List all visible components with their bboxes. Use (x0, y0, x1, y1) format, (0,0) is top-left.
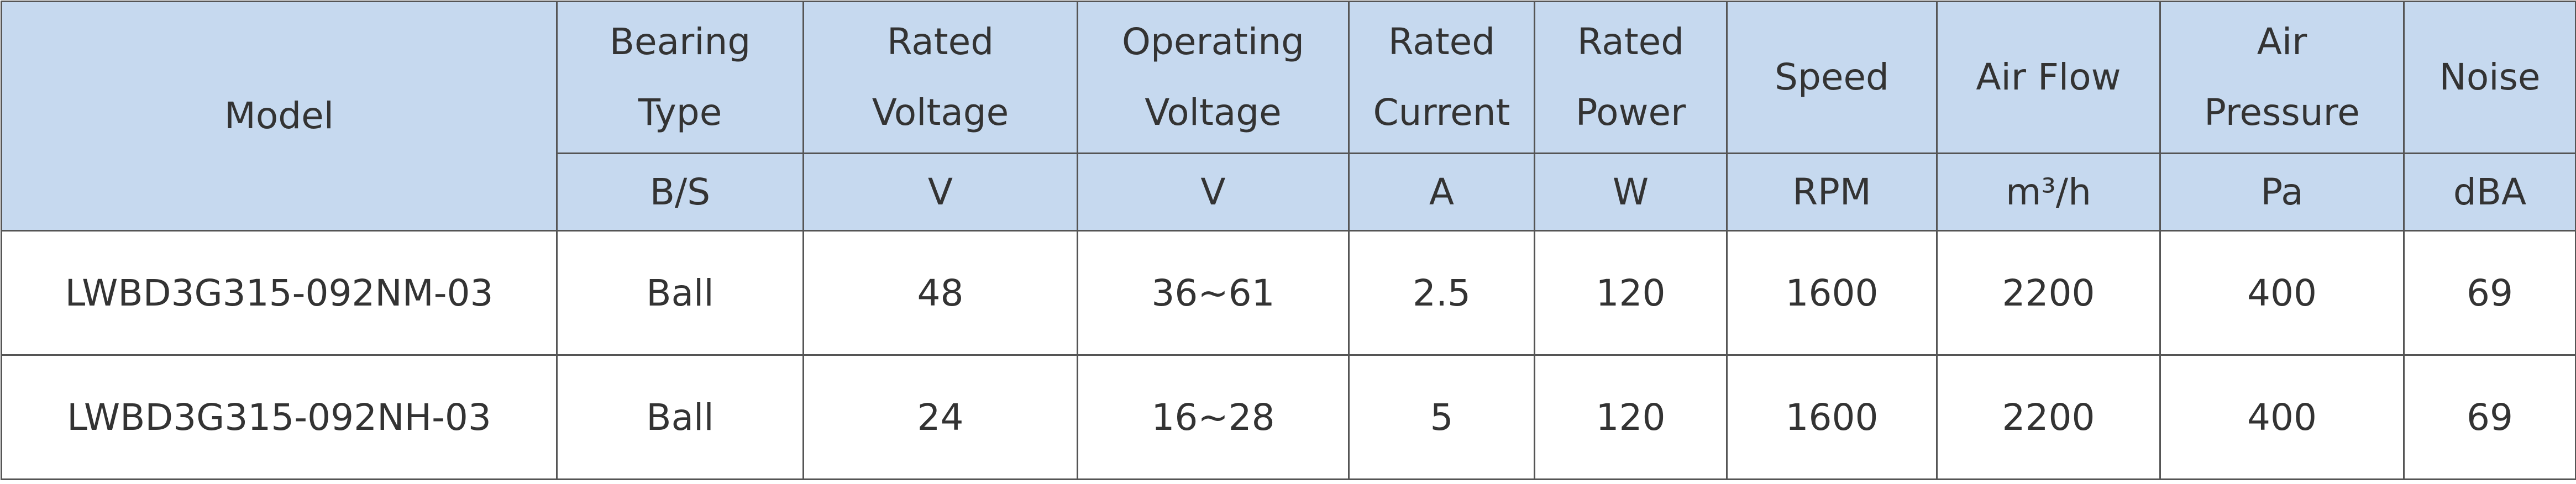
unit-cell: m³/h (1936, 152, 2161, 232)
header-text: Rated (1388, 20, 1496, 63)
data-cell: 69 (2403, 230, 2576, 356)
header-cell: Air Pressure (2159, 1, 2405, 154)
header-text: Air Flow (1976, 56, 2121, 98)
data-cell: 400 (2159, 230, 2405, 356)
header-text: Noise (2439, 56, 2541, 98)
header-cell: Model (1, 1, 558, 232)
data-row: LWBD3G315-092NM-03 Ball 48 36~61 2.5 120 1600 2… (1, 230, 2576, 356)
unit-cell: V (802, 152, 1078, 232)
unit-cell: W (1534, 152, 1728, 232)
data-cell: 400 (2159, 354, 2405, 480)
header-text: Rated (886, 20, 994, 63)
data-cell: 1600 (1726, 354, 1938, 480)
data-cell: 1600 (1726, 230, 1938, 356)
data-cell: 36~61 (1077, 230, 1350, 356)
data-cell: LWBD3G315-092NH-03 (1, 354, 558, 480)
header-text: Air (2257, 20, 2307, 63)
header-text: Model (224, 94, 334, 137)
header-cell: Operating Voltage (1077, 1, 1350, 154)
header-text: Current (1373, 91, 1510, 134)
header-cell: Rated Voltage (802, 1, 1078, 154)
unit-cell: V (1077, 152, 1350, 232)
header-cell: Rated Power (1534, 1, 1728, 154)
data-cell: 2200 (1936, 230, 2161, 356)
header-text: Rated (1577, 20, 1685, 63)
header-text: Type (638, 91, 722, 134)
header-text: Speed (1775, 56, 1889, 98)
header-text: Operating (1122, 20, 1304, 63)
header-cell: Bearing Type (556, 1, 804, 154)
header-cell: Speed (1726, 1, 1938, 154)
header-text: Power (1575, 91, 1686, 134)
data-cell: LWBD3G315-092NM-03 (1, 230, 558, 356)
data-cell: 120 (1534, 230, 1728, 356)
data-cell: 69 (2403, 354, 2576, 480)
header-text: Voltage (1145, 91, 1282, 134)
unit-cell: B/S (556, 152, 804, 232)
unit-cell: dBA (2403, 152, 2576, 232)
header-cell: Air Flow (1936, 1, 2161, 154)
header-cell: Noise (2403, 1, 2576, 154)
unit-row: B/S V V A W RPM m³/h Pa dBA (2, 152, 2576, 232)
header-text: Voltage (872, 91, 1009, 134)
unit-cell: Pa (2159, 152, 2405, 232)
unit-cell: RPM (1726, 152, 1938, 232)
data-row: LWBD3G315-092NH-03 Ball 24 16~28 5 120 1600 220… (1, 354, 2576, 480)
unit-cell: A (1348, 152, 1535, 232)
header-cell: Rated Current (1348, 1, 1535, 154)
data-cell: 16~28 (1077, 354, 1350, 480)
data-cell: Ball (556, 230, 804, 356)
data-cell: 48 (802, 230, 1078, 356)
header-row: Model Bearing Type Rated Voltage Operating Vol… (1, 1, 2576, 232)
header-text: Pressure (2204, 91, 2360, 134)
data-cell: Ball (556, 354, 804, 480)
data-cell: 24 (802, 354, 1078, 480)
data-cell: 2200 (1936, 354, 2161, 480)
data-cell: 120 (1534, 354, 1728, 480)
header-text: Bearing (609, 20, 751, 63)
data-cell: 2.5 (1348, 230, 1535, 356)
data-cell: 5 (1348, 354, 1535, 480)
